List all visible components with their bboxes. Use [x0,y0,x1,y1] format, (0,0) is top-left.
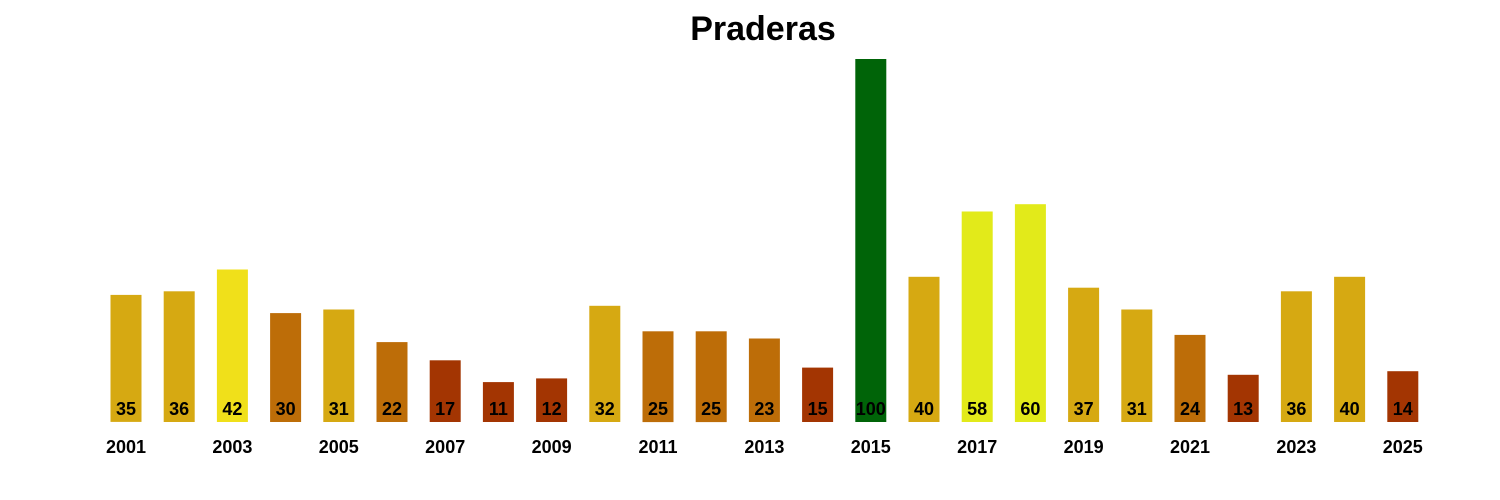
bar-2001 [110,294,142,422]
bar-2019 [1068,287,1100,422]
data-label-2004: 30 [276,399,296,419]
x-tick-label-2013: 2013 [744,437,784,457]
x-tick-label-2015: 2015 [851,437,891,457]
bar-2002 [163,291,195,422]
bar-2014 [802,367,834,422]
x-tick-label-2025: 2025 [1383,437,1423,457]
bar-2021 [1174,334,1206,422]
data-label-2006: 22 [382,399,402,419]
bar-2020 [1121,309,1153,422]
bar-2013 [748,338,780,422]
bar-2006 [376,342,408,422]
data-label-2008: 11 [489,399,508,419]
data-label-2011: 25 [648,399,668,419]
bar-2022 [1227,374,1259,422]
x-tick-label-2007: 2007 [425,437,465,457]
data-label-2010: 32 [595,399,615,419]
chart-title: Praderas [690,10,836,48]
data-label-2018: 60 [1020,399,1040,419]
data-label-2023: 36 [1286,399,1306,419]
x-tick-label-2005: 2005 [319,437,359,457]
data-label-2005: 31 [329,399,349,419]
bar-2017 [961,211,993,422]
data-label-2022: 13 [1233,399,1253,419]
data-label-2009: 12 [542,399,562,419]
bar-2003 [216,269,248,422]
bar-2005 [323,309,355,422]
bar-2007 [429,360,461,422]
data-label-2007: 17 [435,399,455,419]
x-tick-label-2009: 2009 [532,437,572,457]
x-tick-label-2011: 2011 [638,437,677,457]
bar-2011 [642,331,674,423]
data-label-2025: 14 [1393,399,1413,419]
data-label-2002: 36 [169,399,189,419]
data-label-2014: 15 [808,399,828,419]
bar-2018 [1014,204,1046,422]
x-tick-label-2001: 2001 [106,437,146,457]
x-tick-label-2021: 2021 [1170,437,1210,457]
x-tick-label-2017: 2017 [957,437,997,457]
x-tick-label-2003: 2003 [212,437,252,457]
data-label-2016: 40 [914,399,934,419]
data-label-2001: 35 [116,399,136,419]
bar-2012 [695,331,727,423]
data-label-2024: 40 [1340,399,1360,419]
bar-2024 [1334,276,1366,422]
bar-2016 [908,276,940,422]
x-tick-label-2019: 2019 [1064,437,1104,457]
data-label-2017: 58 [967,399,987,419]
data-label-2021: 24 [1180,399,1200,419]
bar-2010 [589,305,621,422]
bar-2008 [482,382,514,422]
bar-2015 [855,59,887,422]
data-label-2015: 100 [856,399,886,419]
data-label-2013: 23 [754,399,774,419]
data-label-2012: 25 [701,399,721,419]
data-label-2003: 42 [222,399,242,419]
bar-2009 [536,378,568,422]
data-label-2019: 37 [1074,399,1094,419]
x-tick-label-2023: 2023 [1276,437,1316,457]
bar-2004 [270,313,302,422]
data-label-2020: 31 [1127,399,1147,419]
bar-2023 [1280,291,1312,422]
bar-2025 [1387,371,1419,422]
